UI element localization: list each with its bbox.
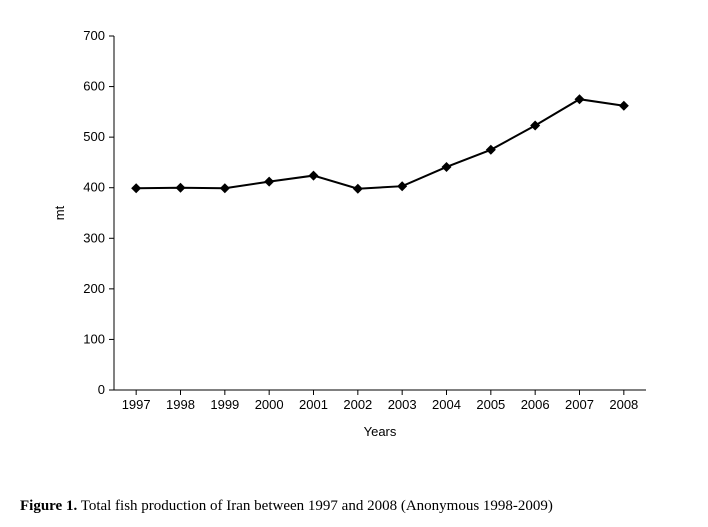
chart-background xyxy=(40,20,660,460)
x-tick-label: 1997 xyxy=(122,397,151,412)
figure-caption-text: Total fish production of Iran between 19… xyxy=(77,498,553,514)
line-chart: 0 100 200 300 400 500 600 700 mt 1997 1998 1999 2000… xyxy=(40,20,660,460)
x-tick-label: 2005 xyxy=(476,397,505,412)
y-tick-label: 300 xyxy=(83,230,105,245)
y-tick-label: 200 xyxy=(83,281,105,296)
y-tick-label: 0 xyxy=(98,382,105,397)
x-tick-label: 2003 xyxy=(388,397,417,412)
figure-container: 0 100 200 300 400 500 600 700 mt 1997 1998 1999 2000… xyxy=(0,0,708,527)
figure-label: Figure 1. xyxy=(20,498,77,514)
y-tick-label: 400 xyxy=(83,180,105,195)
x-tick-label: 2007 xyxy=(565,397,594,412)
y-tick-label: 600 xyxy=(83,79,105,94)
y-axis-title: mt xyxy=(52,205,67,220)
figure-caption: Figure 1. Total fish production of Iran … xyxy=(20,498,553,515)
x-tick-label: 2000 xyxy=(255,397,284,412)
x-tick-label: 2001 xyxy=(299,397,328,412)
x-tick-label: 1998 xyxy=(166,397,195,412)
x-tick-label: 2004 xyxy=(432,397,461,412)
x-tick-label: 1999 xyxy=(210,397,239,412)
x-tick-label: 2008 xyxy=(609,397,638,412)
x-tick-label: 2006 xyxy=(521,397,550,412)
y-tick-label: 100 xyxy=(83,331,105,346)
x-axis-title: Years xyxy=(364,424,397,439)
x-tick-label: 2002 xyxy=(343,397,372,412)
y-tick-label: 500 xyxy=(83,129,105,144)
y-tick-label: 700 xyxy=(83,28,105,43)
